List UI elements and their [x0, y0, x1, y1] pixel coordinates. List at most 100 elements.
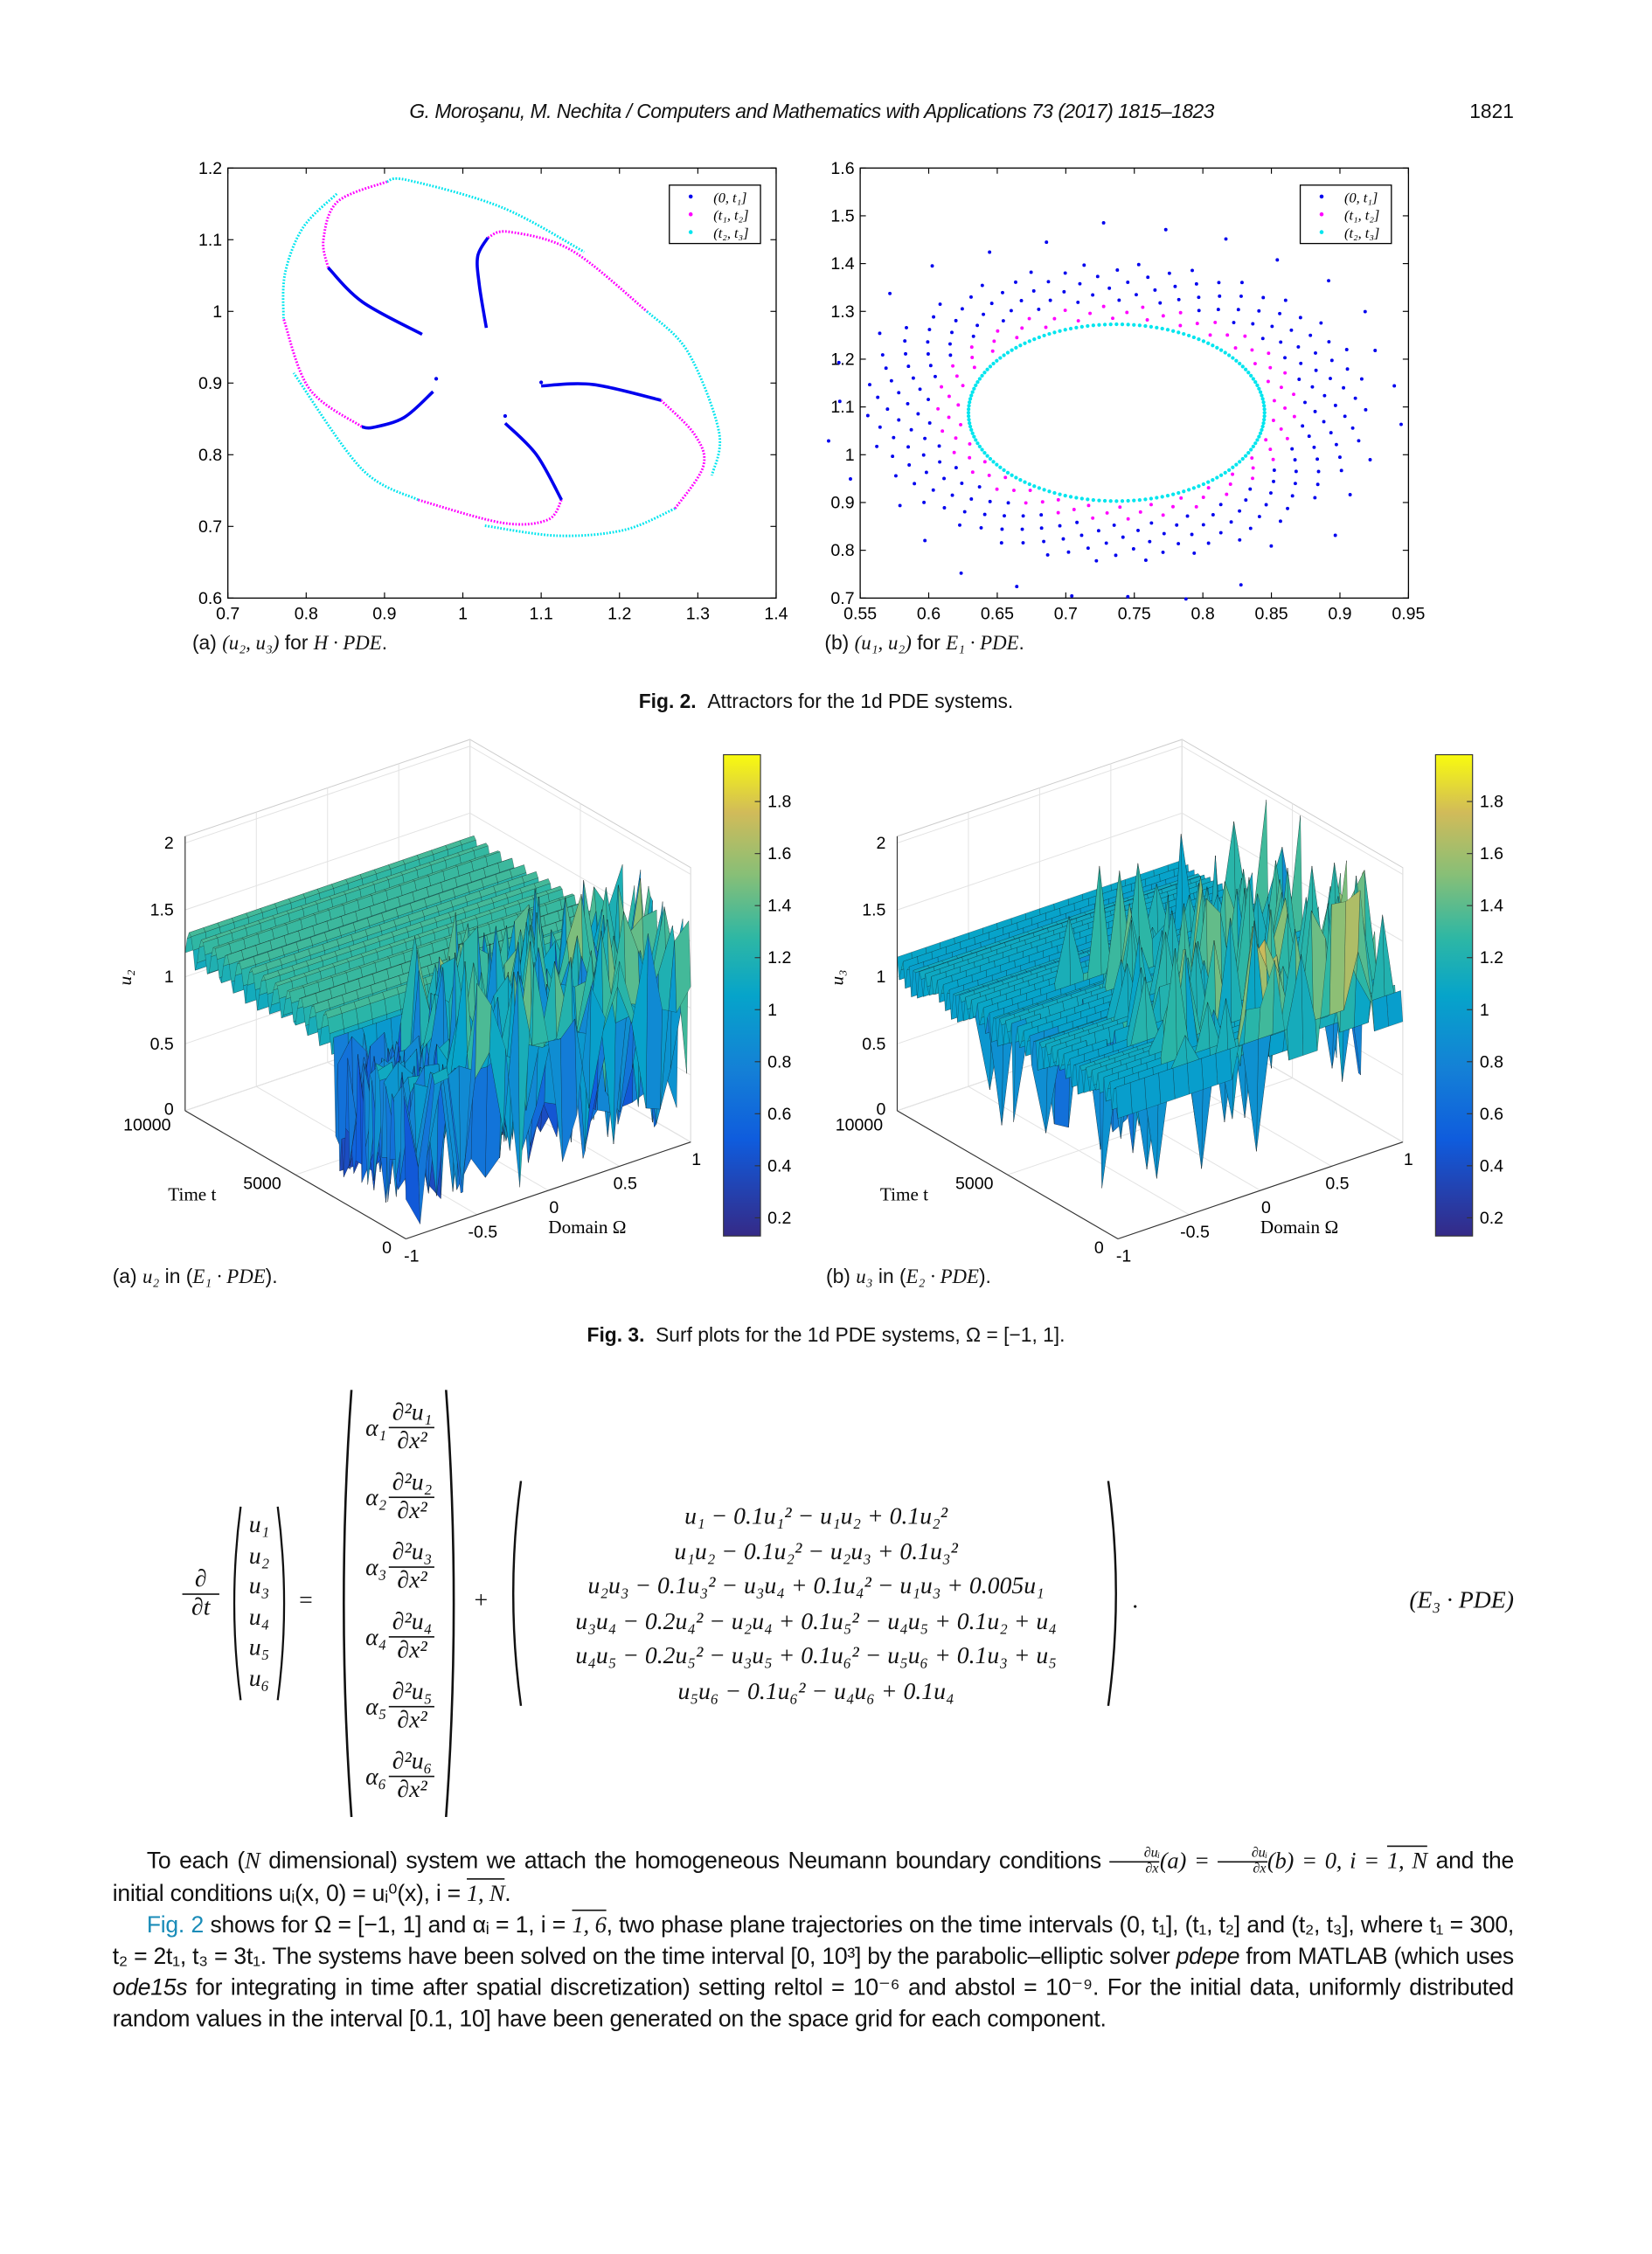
- trajectory-point-magenta: [970, 355, 975, 359]
- trajectory-point-blue: [1316, 469, 1321, 474]
- trajectory-point-magenta: [1063, 309, 1067, 312]
- trajectory-point-blue: [1248, 526, 1253, 531]
- trajectory-point-blue: [1313, 496, 1317, 500]
- trajectory-point-cyan: [1102, 322, 1107, 327]
- legend-entry: (0, t₁]: [713, 189, 746, 205]
- trajectory-point-blue: [1112, 523, 1116, 527]
- trajectory-point-cyan: [1253, 380, 1258, 385]
- attractor-plot-a: 0.7 0.8 0.9 1 1.1 1.2 1.3 1.40.60.70.80.911.11.…: [198, 159, 788, 624]
- trajectory-point-cyan: [1234, 462, 1239, 467]
- trajectory-point-magenta: [1015, 336, 1019, 340]
- trajectory-point-cyan: [1027, 482, 1031, 487]
- trajectory-point-magenta: [1292, 392, 1295, 397]
- trajectory-point-blue: [1009, 309, 1013, 313]
- trajectory-point-magenta: [982, 460, 987, 464]
- trajectory-cyan: [386, 177, 586, 253]
- trajectory-point-cyan: [968, 420, 972, 426]
- trajectory-magenta: [322, 180, 388, 268]
- trajectory-point-blue: [1357, 439, 1361, 443]
- trajectory-point-magenta: [954, 374, 959, 378]
- trajectory-point-blue: [1094, 558, 1099, 563]
- trajectory-point-magenta: [952, 450, 956, 454]
- trajectory-point-blue: [980, 283, 984, 288]
- trajectory-point-cyan: [1240, 456, 1245, 461]
- surface-patch: [1244, 1007, 1261, 1044]
- trajectory-point-magenta: [996, 329, 1000, 333]
- trajectory-point-blue: [1190, 268, 1194, 273]
- trajectory-point-blue: [1350, 426, 1355, 430]
- trajectory-point-blue: [1101, 221, 1106, 225]
- trajectory-magenta: [281, 317, 363, 428]
- trajectory-point-blue: [1167, 271, 1171, 275]
- trajectory-point-blue: [969, 497, 974, 501]
- trajectory-point-magenta: [1003, 475, 1008, 480]
- trajectory-point-blue: [1003, 514, 1006, 518]
- trajectory-point-blue: [1062, 289, 1066, 294]
- trajectory-point-blue: [1293, 458, 1297, 462]
- trajectory-point-magenta: [1267, 351, 1271, 356]
- y-tick-label: 1.1: [198, 231, 222, 250]
- trajectory-point-cyan: [1262, 411, 1267, 415]
- trajectory-point-blue: [1161, 550, 1165, 554]
- subcaption-text: for: [279, 630, 314, 654]
- legend-marker: [1319, 230, 1324, 234]
- subcaption-text: for: [911, 630, 947, 654]
- trajectory-point-cyan: [988, 364, 993, 369]
- y-tick-label: 1.6: [830, 159, 854, 178]
- trajectory-point-blue: [938, 460, 942, 464]
- trajectory-point-magenta: [1111, 316, 1114, 321]
- trajectory-point-blue: [1327, 279, 1330, 283]
- subcaption-2b: (b) (u₁, u₂) for E₁ · PDE.: [824, 631, 1024, 656]
- legend-entry: (t₂, t₃]: [713, 225, 748, 241]
- trajectory-point-magenta: [992, 339, 996, 343]
- trajectory-point-magenta: [1040, 500, 1045, 504]
- trajectory-point-cyan: [1042, 488, 1046, 492]
- trajectory-magenta: [660, 399, 706, 510]
- trajectory-point-magenta: [959, 422, 963, 427]
- trajectory-point-magenta: [1225, 333, 1230, 337]
- trajectory-point-magenta: [1228, 482, 1232, 486]
- subcaption-2a: (a) (u₂, u₃) for H · PDE.: [192, 631, 387, 656]
- trajectory-point-blue: [948, 353, 953, 357]
- y-tick-label: 1.2: [830, 350, 854, 369]
- trajectory-point-blue: [1015, 585, 1019, 589]
- trajectory-point-blue: [1194, 281, 1198, 286]
- trajectory-point-blue: [1078, 281, 1082, 286]
- time-tick-label: 5000: [243, 1174, 281, 1193]
- trajectory-point-blue: [1279, 519, 1282, 524]
- trajectory-point-cyan: [1165, 328, 1170, 332]
- trajectory-point-cyan: [1120, 322, 1125, 327]
- trajectory-point-magenta: [1266, 379, 1270, 384]
- x-tick-label: 0.85: [1255, 605, 1288, 624]
- trajectory-point-blue: [1278, 311, 1282, 316]
- y-tick-label: 1.4: [830, 254, 854, 274]
- trajectory-blue: [475, 236, 489, 329]
- trajectory-point-blue: [1315, 482, 1320, 487]
- trajectory-point-magenta: [1012, 489, 1016, 492]
- subcaption-math: (u₂, u₃): [222, 634, 280, 655]
- trajectory-point-blue: [1001, 319, 1005, 323]
- x-tick-label: 0.6: [917, 605, 941, 624]
- trajectory-point-magenta: [1283, 406, 1288, 410]
- trajectory-point-blue: [911, 376, 915, 380]
- trajectory-point-cyan: [985, 367, 989, 371]
- trajectory-point-cyan: [1037, 486, 1041, 490]
- trajectory-point-blue: [999, 541, 1003, 545]
- trajectory-point-blue: [1373, 349, 1378, 352]
- figure-2-plots: 0.7 0.8 0.9 1 1.1 1.2 1.3 1.40.60.70.80.911.11.…: [198, 159, 1426, 624]
- trajectory-point-blue: [1039, 513, 1044, 517]
- figure-label: Fig. 2.: [638, 689, 697, 712]
- trajectory-point-magenta: [1056, 510, 1060, 515]
- trajectory-point-blue: [1148, 539, 1152, 544]
- trajectory-point-blue: [982, 512, 987, 517]
- trajectory-point-cyan: [1219, 348, 1224, 352]
- trajectory-point-blue: [1329, 377, 1332, 380]
- y-tick-label: 1: [212, 302, 222, 322]
- trajectory-point-blue: [1269, 544, 1274, 548]
- trajectory-point-cyan: [1002, 468, 1006, 472]
- z-tick-label: 0.5: [150, 1035, 174, 1054]
- trajectory-point-cyan: [998, 356, 1003, 360]
- x-tick-label: 0.7: [1054, 605, 1078, 624]
